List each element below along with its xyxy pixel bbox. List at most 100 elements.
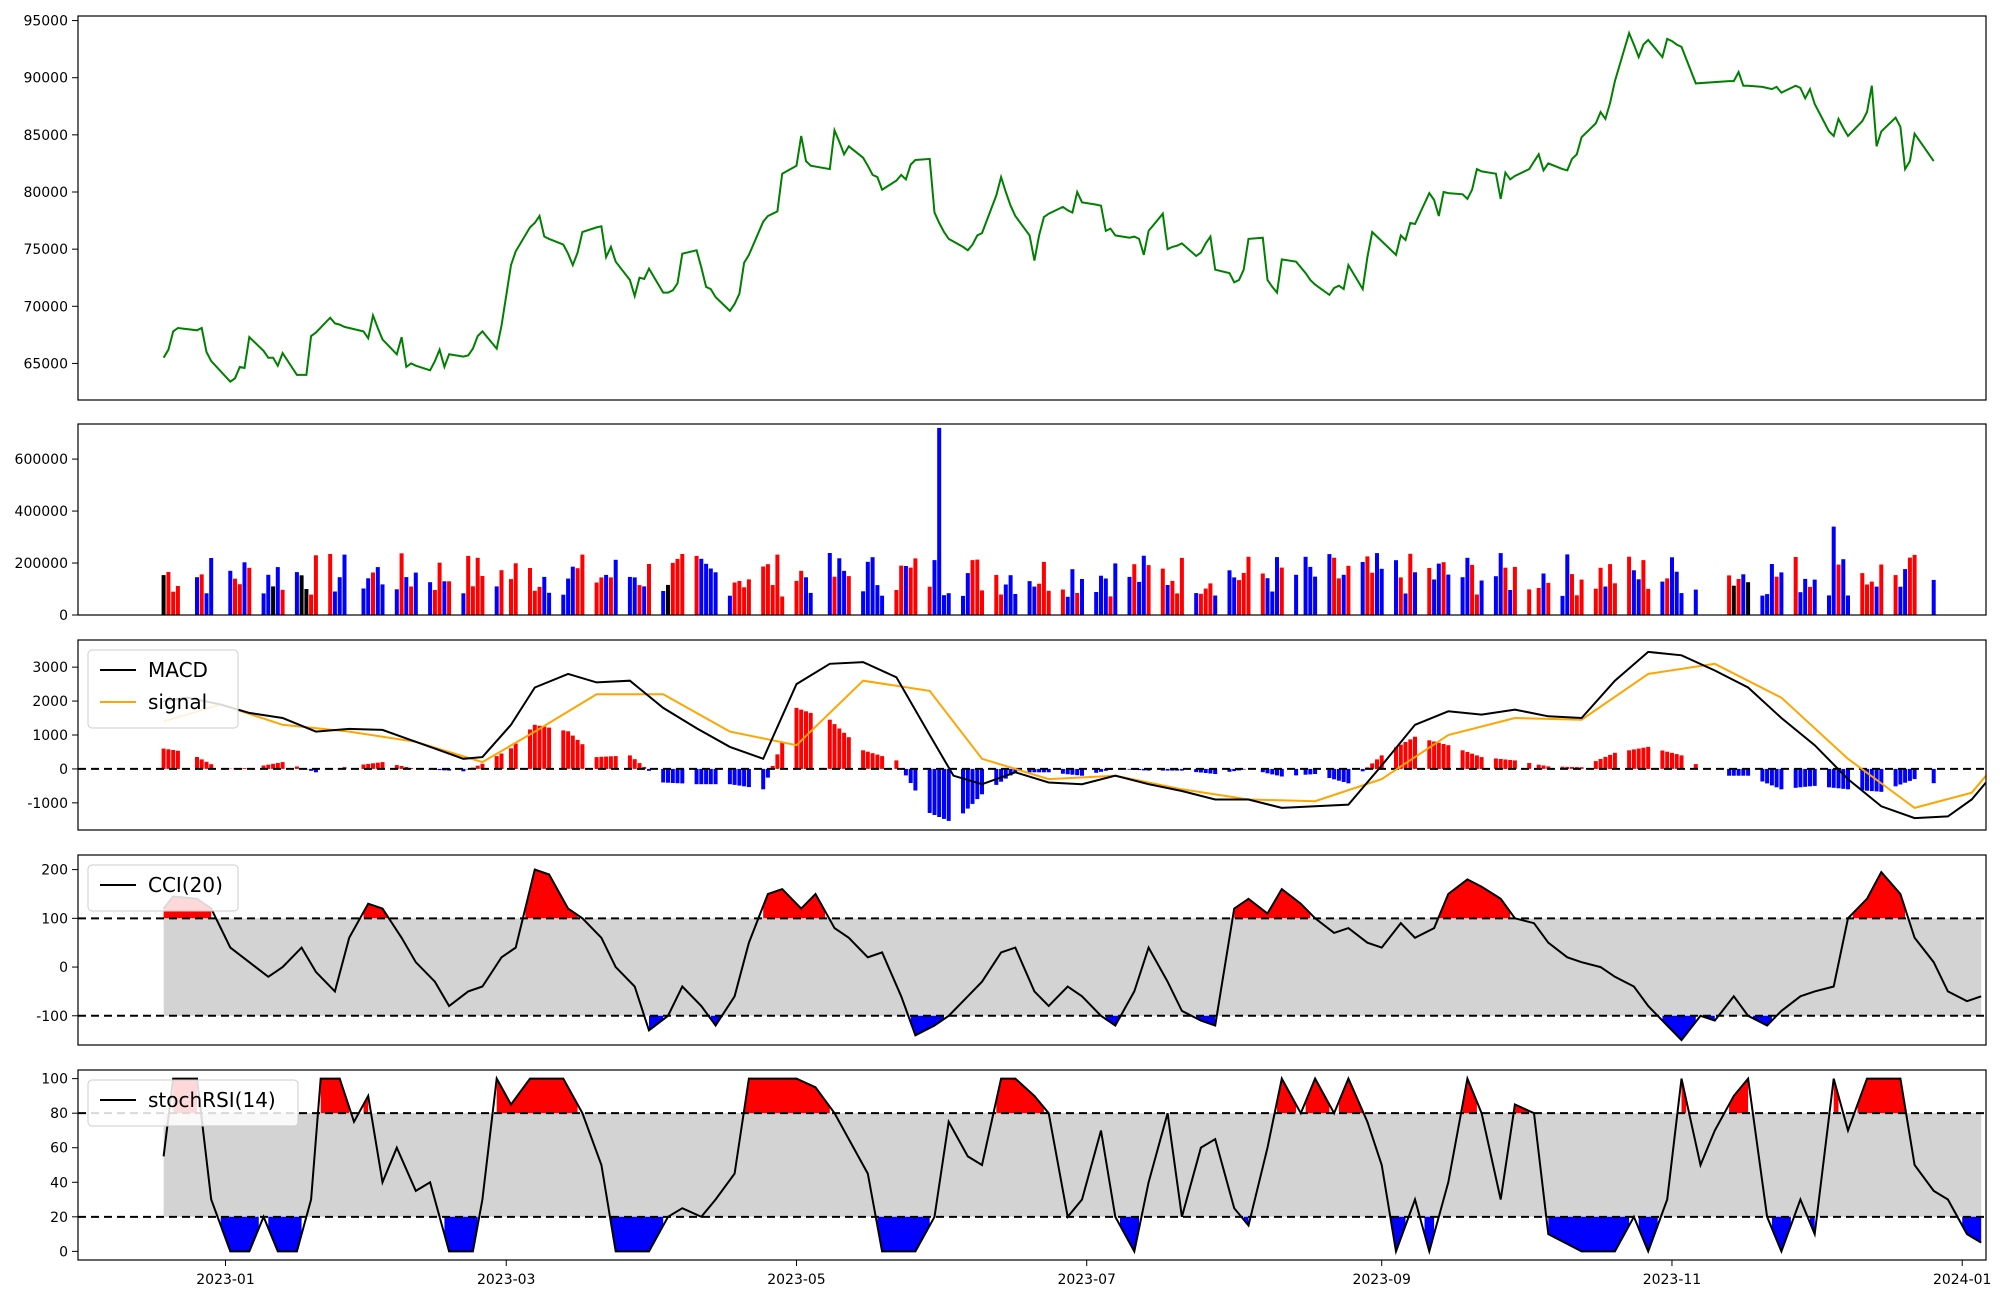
volume-bar	[937, 427, 942, 615]
macd-histogram-bar	[980, 768, 984, 795]
x-tick-label: 2024-01	[1933, 1272, 1992, 1288]
macd-histogram-bar	[294, 766, 299, 769]
y-tick-label: -100	[36, 1009, 68, 1025]
volume-bar	[1427, 568, 1432, 615]
volume-bar	[1541, 573, 1546, 615]
y-tick-label: 0	[59, 960, 68, 976]
macd-histogram-bar	[1560, 766, 1565, 769]
y-tick-label: -1000	[27, 796, 68, 812]
volume-bar	[1032, 586, 1037, 615]
volume-bar	[1008, 575, 1013, 615]
macd-histogram-bar	[1203, 768, 1208, 773]
volume-bar	[699, 558, 704, 615]
macd-histogram-bar	[1765, 768, 1770, 784]
oversold-fill	[910, 1015, 944, 1036]
volume-bar	[1865, 584, 1869, 615]
volume-bar	[1308, 566, 1313, 615]
volume-bar	[1303, 556, 1308, 615]
macd-histogram-bar	[1541, 765, 1546, 769]
oversold-fill	[610, 1216, 664, 1252]
macd-histogram-bar	[770, 766, 775, 769]
volume-bar	[1213, 595, 1218, 615]
macd-histogram-bar	[513, 743, 518, 769]
oversold-fill	[1638, 1216, 1658, 1252]
volume-bar	[1041, 561, 1046, 615]
macd-histogram-bar	[437, 768, 442, 771]
volume-bar	[1827, 595, 1831, 615]
macd-histogram-bar	[1260, 768, 1265, 773]
macd-histogram-bar	[1636, 748, 1641, 769]
volume-bar	[1570, 574, 1574, 615]
macd-histogram-bar	[1479, 757, 1484, 769]
panel-price: 65000 70000 75000 80000 85000 90000 95000	[23, 14, 1987, 401]
volume-bar	[1536, 588, 1541, 615]
legend-label: stochRSI(14)	[148, 1088, 276, 1112]
macd-histogram-bar	[1769, 768, 1774, 786]
macd-histogram-bar	[566, 731, 571, 769]
macd-histogram-bar	[1860, 768, 1865, 791]
volume-bar	[1874, 586, 1879, 615]
macd-histogram-bar	[637, 763, 642, 769]
volume-bar	[1793, 557, 1798, 615]
macd-histogram-bar	[242, 768, 247, 769]
macd-histogram-bar	[542, 726, 547, 769]
volume-bar	[1731, 585, 1736, 615]
macd-histogram-bar	[1727, 768, 1732, 776]
volume-bar	[594, 582, 599, 615]
volume-bar	[371, 572, 375, 615]
volume-bar	[903, 566, 908, 615]
volume-bar	[865, 561, 870, 615]
macd-histogram-bar	[932, 768, 937, 815]
volume-bar	[509, 579, 513, 615]
macd-histogram-bar	[1094, 768, 1099, 773]
y-tick-label: 20	[50, 1210, 68, 1226]
volume-bar	[461, 593, 466, 615]
overbought-fill	[744, 1078, 830, 1114]
y-tick-label: 80000	[23, 185, 68, 201]
macd-histogram-bar	[680, 768, 685, 784]
macd-histogram-bar	[604, 756, 609, 769]
volume-bar	[899, 565, 904, 615]
macd-histogram-bar	[594, 757, 599, 769]
macd-histogram-bar	[999, 768, 1004, 782]
macd-histogram-bar	[1603, 756, 1608, 769]
macd-histogram-bar	[1065, 768, 1070, 775]
volume-bar	[1603, 586, 1608, 615]
volume-bar	[732, 582, 737, 615]
oversold-fill	[1120, 1216, 1140, 1252]
volume-bar	[437, 562, 442, 615]
macd-histogram-bar	[775, 754, 780, 769]
volume-bar	[1608, 564, 1613, 615]
volume-bar	[404, 577, 409, 615]
signal-line	[163, 662, 1987, 809]
overbought-fill	[1857, 1078, 1906, 1114]
volume-bar	[1279, 567, 1284, 615]
volume-bar	[233, 578, 237, 615]
y-tick-label: 90000	[23, 71, 68, 87]
volume-bar	[965, 573, 970, 615]
overbought-fill	[1438, 879, 1511, 919]
volume-bar	[480, 576, 485, 615]
macd-histogram-bar	[1227, 768, 1232, 772]
macd-histogram-bar	[827, 719, 832, 769]
panel-frame	[77, 15, 1987, 401]
x-tick-label: 2023-03	[477, 1272, 536, 1288]
macd-histogram-bar	[175, 750, 180, 769]
volume-bar	[846, 576, 851, 615]
macd-histogram-bar	[204, 761, 209, 769]
volume-bar	[432, 590, 437, 615]
macd-histogram-bar	[727, 768, 732, 785]
macd-histogram-bar	[271, 763, 276, 769]
volume-bar	[1898, 586, 1903, 615]
volume-bar	[1346, 565, 1351, 615]
macd-histogram-bar	[1474, 755, 1479, 769]
macd-histogram-bar	[580, 744, 585, 769]
volume-bar	[946, 593, 951, 615]
neutral-band	[163, 1113, 1982, 1217]
macd-histogram-bar	[713, 768, 718, 785]
volume-bar	[580, 554, 585, 615]
macd-histogram-bar	[1760, 768, 1765, 782]
macd-histogram-bar	[1746, 768, 1751, 776]
volume-bar	[1141, 555, 1146, 615]
macd-histogram-bar	[1865, 768, 1869, 791]
